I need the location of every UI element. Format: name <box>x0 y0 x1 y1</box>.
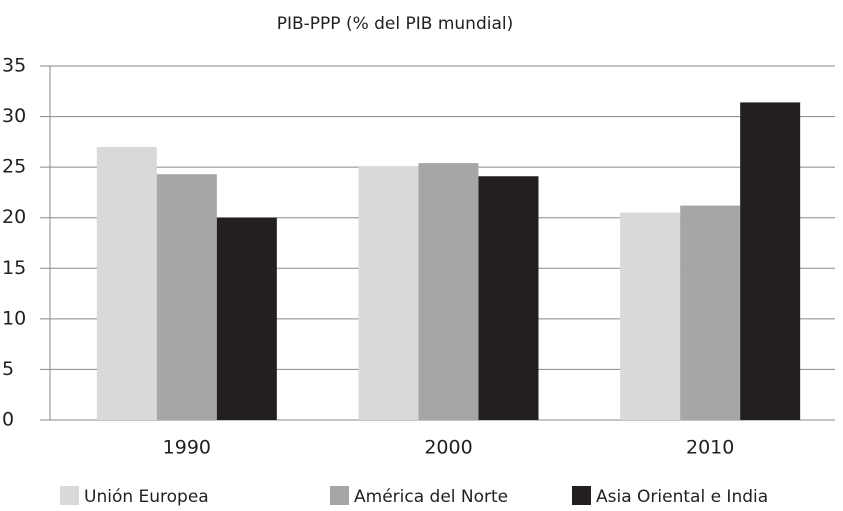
bar <box>680 205 741 420</box>
bar <box>96 146 157 420</box>
bar <box>620 212 681 420</box>
bar <box>478 176 539 420</box>
y-tick-label: 0 <box>2 409 14 431</box>
legend-label: Asia Oriental e India <box>596 487 768 507</box>
y-tick-label: 35 <box>2 55 26 77</box>
x-tick-label: 2000 <box>424 437 472 459</box>
y-tick-label: 25 <box>2 156 26 178</box>
y-tick-label: 30 <box>2 105 26 127</box>
bar <box>358 166 419 420</box>
legend-label: Unión Europea <box>84 487 209 507</box>
y-tick-label: 15 <box>2 257 26 279</box>
bar <box>156 174 217 420</box>
chart-title: PIB-PPP (% del PIB mundial) <box>277 14 514 34</box>
x-tick-label: 2010 <box>686 437 734 459</box>
x-tick-label: 1990 <box>163 437 211 459</box>
y-tick-label: 20 <box>2 206 26 228</box>
bar <box>740 102 801 420</box>
y-tick-label: 10 <box>2 307 26 329</box>
legend-swatch <box>330 486 349 505</box>
legend-swatch <box>572 486 591 505</box>
legend-swatch <box>60 486 79 505</box>
legend-label: América del Norte <box>354 487 508 507</box>
bar <box>418 163 479 420</box>
y-tick-label: 5 <box>2 358 14 380</box>
bar <box>216 217 277 420</box>
